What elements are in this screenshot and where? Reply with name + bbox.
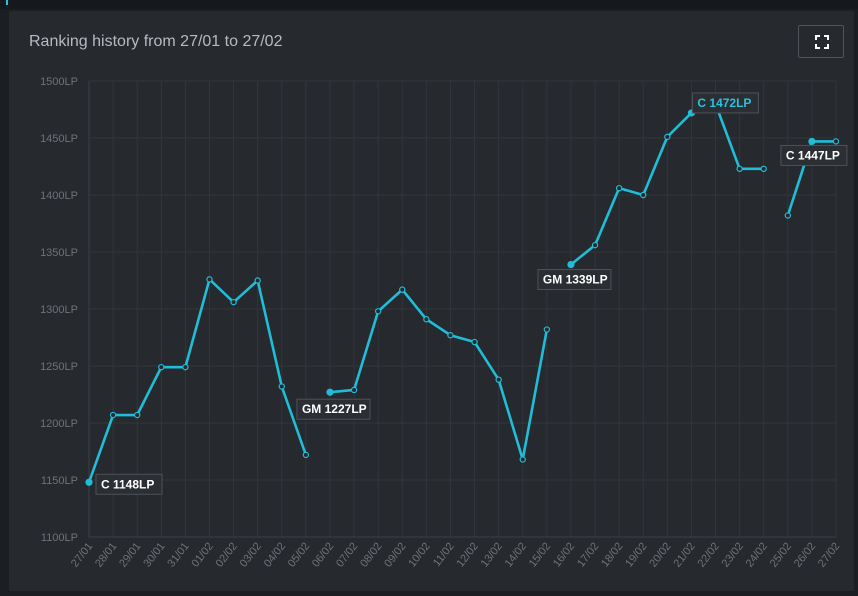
data-point (471, 338, 478, 346)
x-tick-label: 04/02 (262, 540, 288, 569)
x-tick-label: 27/02 (816, 540, 842, 569)
chart-title: Ranking history from 27/01 to 27/02 (29, 33, 283, 50)
data-point (302, 451, 310, 459)
x-tick-label: 28/01 (93, 540, 119, 569)
y-tick-label: 1100LP (41, 532, 78, 544)
x-tick-label: 06/02 (310, 540, 336, 569)
data-point (615, 184, 623, 192)
x-tick-label: 19/02 (623, 540, 649, 569)
data-point (350, 386, 358, 394)
annotation-marker (567, 260, 575, 269)
data-point (399, 286, 406, 293)
x-tick-label: 10/02 (406, 540, 432, 569)
x-tick-label: 30/01 (141, 540, 167, 569)
x-tick-label: 29/01 (117, 540, 143, 569)
expand-icon (815, 35, 829, 49)
x-tick-label: 22/02 (695, 540, 721, 569)
x-tick-label: 31/01 (165, 540, 191, 569)
data-point (832, 138, 840, 145)
data-point (374, 308, 382, 315)
x-tick-label: 26/02 (792, 540, 818, 569)
x-tick-label: 11/02 (431, 540, 457, 568)
y-tick-label: 1400LP (40, 190, 78, 202)
x-tick-label: 14/02 (503, 540, 529, 569)
annotation-box (780, 144, 848, 166)
x-tick-label: 18/02 (599, 540, 625, 569)
x-tick-label: 24/02 (744, 540, 770, 569)
annotation-label: C 1447LP (786, 148, 840, 162)
x-tick-label: 12/02 (455, 540, 481, 569)
x-tick-label: 16/02 (551, 540, 577, 569)
x-tick-label: 08/02 (358, 540, 384, 569)
data-point (591, 241, 599, 249)
top-accent (6, 0, 8, 5)
x-tick-label: 02/02 (214, 540, 240, 569)
data-point (423, 316, 430, 323)
data-point (254, 277, 261, 284)
annotation-box (296, 398, 371, 420)
y-tick-label: 1250LP (40, 361, 78, 373)
annotation-box (691, 92, 759, 114)
data-point (182, 363, 189, 371)
x-tick-label: 25/02 (768, 540, 794, 569)
y-tick-label: 1200LP (40, 418, 78, 430)
annotation-label: GM 1339LP (543, 273, 608, 287)
annotation-marker (85, 478, 93, 486)
data-point (158, 363, 165, 371)
y-tick-label: 1150LP (41, 475, 78, 487)
x-tick-label: 01/02 (189, 540, 215, 569)
y-tick-label: 1350LP (40, 247, 78, 259)
x-tick-label: 20/02 (647, 540, 673, 569)
x-tick-label: 21/02 (671, 540, 697, 569)
y-tick-label: 1300LP (40, 304, 78, 316)
data-point (447, 332, 454, 339)
x-tick-label: 23/02 (720, 540, 746, 569)
data-point (109, 411, 117, 419)
x-tick-label: 07/02 (334, 540, 360, 569)
data-point (784, 212, 792, 219)
x-tick-label: 27/01 (69, 540, 95, 569)
annotation-marker (808, 137, 816, 146)
data-point (230, 298, 237, 306)
annotation-box (537, 269, 612, 291)
series-line (328, 288, 549, 461)
x-tick-label: 05/02 (286, 540, 312, 569)
data-point (519, 456, 526, 463)
annotation-label: C 1148LP (101, 477, 154, 491)
data-point (640, 191, 647, 199)
annotation-marker (326, 388, 334, 396)
x-tick-label: 13/02 (479, 540, 505, 569)
annotation-box (95, 473, 163, 495)
top-strip (0, 0, 858, 9)
x-tick-label: 03/02 (238, 540, 264, 569)
data-point (664, 133, 671, 141)
data-point (278, 383, 285, 390)
data-point (760, 165, 767, 172)
annotation-label: C 1472LP (697, 96, 751, 110)
data-point (206, 276, 213, 283)
y-tick-label: 1500LP (40, 76, 78, 88)
x-tick-label: 17/02 (575, 540, 601, 569)
x-tick-label: 15/02 (527, 540, 553, 569)
x-tick-label: 09/02 (382, 540, 408, 569)
data-point (543, 326, 551, 333)
series-line (87, 278, 308, 484)
data-point (495, 376, 502, 383)
data-point (736, 165, 743, 172)
y-tick-label: 1450LP (40, 133, 78, 145)
data-point (133, 411, 141, 419)
annotation-label: GM 1227LP (302, 402, 367, 416)
fullscreen-button[interactable] (798, 25, 844, 58)
